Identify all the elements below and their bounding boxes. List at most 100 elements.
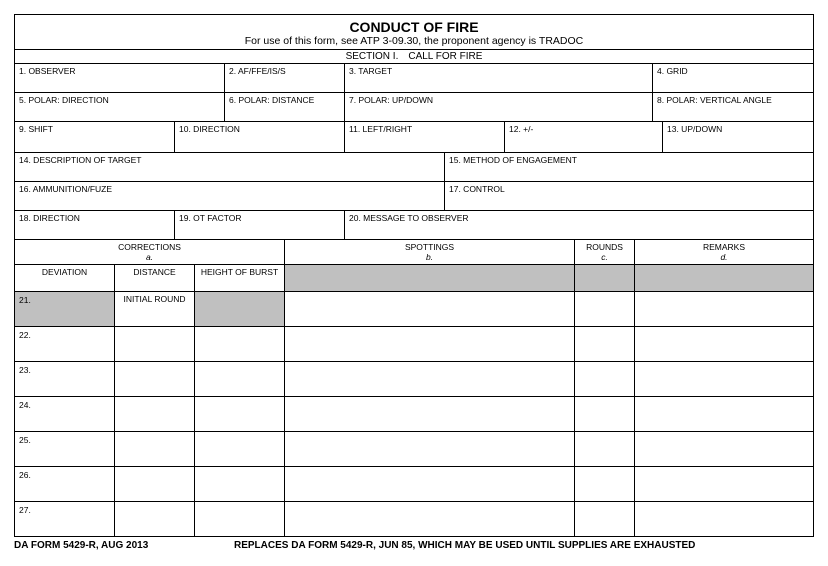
table-group-header: CORRECTIONS a. SPOTTINGS b. ROUNDS c. RE…	[15, 240, 813, 265]
cell-hob[interactable]	[195, 362, 285, 396]
field-direction2[interactable]: 18. DIRECTION	[15, 211, 175, 239]
row-polar: 5. POLAR: DIRECTION 6. POLAR: DISTANCE 7…	[15, 93, 813, 122]
field-ammo-fuze[interactable]: 16. AMMUNITION/FUZE	[15, 182, 445, 210]
field-plusminus[interactable]: 12. +/-	[505, 122, 663, 152]
form-container: CONDUCT OF FIRE For use of this form, se…	[14, 14, 814, 537]
cell-deviation[interactable]: 22.	[15, 327, 115, 361]
cell-distance[interactable]	[115, 467, 195, 501]
table-row: 23.	[15, 362, 813, 397]
table-row: 24.	[15, 397, 813, 432]
cell-rounds[interactable]	[575, 502, 635, 536]
cell-remarks[interactable]	[635, 502, 813, 536]
cell-rounds[interactable]	[575, 327, 635, 361]
field-leftright[interactable]: 11. LEFT/RIGHT	[345, 122, 505, 152]
field-afffe[interactable]: 2. AF/FFE/IS/S	[225, 64, 345, 92]
section-label: SECTION I. CALL FOR FIRE	[15, 50, 813, 64]
hdr-corrections-label: CORRECTIONS	[118, 242, 181, 252]
cell-rounds[interactable]	[575, 432, 635, 466]
table-row: 26.	[15, 467, 813, 502]
field-polar-distance[interactable]: 6. POLAR: DISTANCE	[225, 93, 345, 121]
subhdr-deviation: DEVIATION	[15, 265, 115, 291]
cell-remarks[interactable]	[635, 327, 813, 361]
hdr-corrections-sub: a.	[17, 252, 282, 262]
cell-remarks[interactable]	[635, 467, 813, 501]
cell-hob[interactable]	[195, 432, 285, 466]
footer: DA FORM 5429-R, AUG 2013 REPLACES DA FOR…	[14, 537, 814, 551]
field-otfactor[interactable]: 19. OT FACTOR	[175, 211, 345, 239]
row-ammo: 16. AMMUNITION/FUZE 17. CONTROL	[15, 182, 813, 211]
row-desc: 14. DESCRIPTION OF TARGET 15. METHOD OF …	[15, 153, 813, 182]
table-sub-header: DEVIATION DISTANCE HEIGHT OF BURST	[15, 265, 813, 292]
subhdr-remarks-blank	[635, 265, 813, 291]
data-rows: 21.INITIAL ROUND22.23.24.25.26.27.	[15, 292, 813, 536]
form-title: CONDUCT OF FIRE	[15, 15, 813, 35]
table-row: 25.	[15, 432, 813, 467]
hdr-spottings-label: SPOTTINGS	[405, 242, 454, 252]
field-observer[interactable]: 1. OBSERVER	[15, 64, 225, 92]
field-polar-updown[interactable]: 7. POLAR: UP/DOWN	[345, 93, 653, 121]
hdr-spottings: SPOTTINGS b.	[285, 240, 575, 264]
hdr-rounds: ROUNDS c.	[575, 240, 635, 264]
field-grid[interactable]: 4. GRID	[653, 64, 813, 92]
field-shift[interactable]: 9. SHIFT	[15, 122, 175, 152]
footer-form-id: DA FORM 5429-R, AUG 2013	[14, 540, 214, 551]
cell-hob[interactable]	[195, 467, 285, 501]
cell-remarks[interactable]	[635, 362, 813, 396]
cell-hob[interactable]	[195, 327, 285, 361]
cell-deviation[interactable]: 23.	[15, 362, 115, 396]
field-control[interactable]: 17. CONTROL	[445, 182, 813, 210]
cell-spottings[interactable]	[285, 502, 575, 536]
table-row: 27.	[15, 502, 813, 536]
cell-hob[interactable]	[195, 292, 285, 326]
hdr-remarks: REMARKS d.	[635, 240, 813, 264]
hdr-rounds-sub: c.	[577, 252, 632, 262]
cell-spottings[interactable]	[285, 362, 575, 396]
cell-spottings[interactable]	[285, 432, 575, 466]
field-target[interactable]: 3. TARGET	[345, 64, 653, 92]
cell-spottings[interactable]	[285, 327, 575, 361]
cell-deviation[interactable]: 21.	[15, 292, 115, 326]
subhdr-hob: HEIGHT OF BURST	[195, 265, 285, 291]
cell-rounds[interactable]	[575, 292, 635, 326]
table-row: 21.INITIAL ROUND	[15, 292, 813, 327]
cell-distance[interactable]	[115, 502, 195, 536]
field-polar-vangle[interactable]: 8. POLAR: VERTICAL ANGLE	[653, 93, 813, 121]
cell-deviation[interactable]: 25.	[15, 432, 115, 466]
cell-deviation[interactable]: 26.	[15, 467, 115, 501]
field-polar-direction[interactable]: 5. POLAR: DIRECTION	[15, 93, 225, 121]
cell-remarks[interactable]	[635, 397, 813, 431]
subhdr-distance: DISTANCE	[115, 265, 195, 291]
row-otfactor: 18. DIRECTION 19. OT FACTOR 20. MESSAGE …	[15, 211, 813, 240]
cell-distance[interactable]	[115, 327, 195, 361]
hdr-corrections: CORRECTIONS a.	[15, 240, 285, 264]
hdr-remarks-sub: d.	[637, 252, 811, 262]
cell-spottings[interactable]	[285, 467, 575, 501]
field-msg-observer[interactable]: 20. MESSAGE TO OBSERVER	[345, 211, 813, 239]
cell-spottings[interactable]	[285, 292, 575, 326]
cell-remarks[interactable]	[635, 292, 813, 326]
cell-spottings[interactable]	[285, 397, 575, 431]
cell-distance[interactable]: INITIAL ROUND	[115, 292, 195, 326]
field-updown[interactable]: 13. UP/DOWN	[663, 122, 813, 152]
cell-deviation[interactable]: 24.	[15, 397, 115, 431]
footer-replaces: REPLACES DA FORM 5429-R, JUN 85, WHICH M…	[214, 540, 814, 551]
cell-distance[interactable]	[115, 362, 195, 396]
field-direction[interactable]: 10. DIRECTION	[175, 122, 345, 152]
hdr-spottings-sub: b.	[287, 252, 572, 262]
row-observer: 1. OBSERVER 2. AF/FFE/IS/S 3. TARGET 4. …	[15, 64, 813, 93]
cell-deviation[interactable]: 27.	[15, 502, 115, 536]
field-desc-target[interactable]: 14. DESCRIPTION OF TARGET	[15, 153, 445, 181]
cell-hob[interactable]	[195, 397, 285, 431]
cell-rounds[interactable]	[575, 397, 635, 431]
hdr-rounds-label: ROUNDS	[586, 242, 623, 252]
cell-distance[interactable]	[115, 397, 195, 431]
cell-rounds[interactable]	[575, 362, 635, 396]
table-row: 22.	[15, 327, 813, 362]
subhdr-spottings-blank	[285, 265, 575, 291]
field-method-engagement[interactable]: 15. METHOD OF ENGAGEMENT	[445, 153, 813, 181]
cell-hob[interactable]	[195, 502, 285, 536]
form-subtitle: For use of this form, see ATP 3-09.30, t…	[15, 35, 813, 49]
cell-rounds[interactable]	[575, 467, 635, 501]
cell-remarks[interactable]	[635, 432, 813, 466]
cell-distance[interactable]	[115, 432, 195, 466]
